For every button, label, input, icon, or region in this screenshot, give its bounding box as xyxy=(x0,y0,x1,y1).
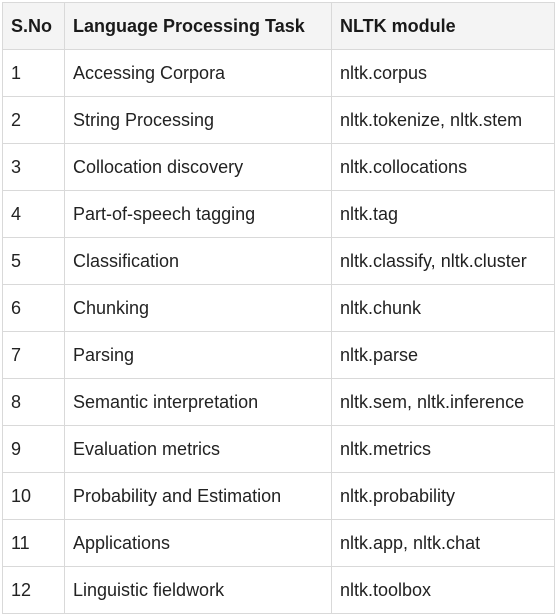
cell-task: Classification xyxy=(64,237,332,285)
cell-module: nltk.corpus xyxy=(331,49,555,97)
cell-task: Parsing xyxy=(64,331,332,379)
cell-task: Evaluation metrics xyxy=(64,425,332,473)
cell-module: nltk.tokenize, nltk.stem xyxy=(331,96,555,144)
cell-sno: 12 xyxy=(2,566,65,614)
header-module: NLTK module xyxy=(331,2,555,50)
cell-task: Applications xyxy=(64,519,332,567)
header-task: Language Processing Task xyxy=(64,2,332,50)
cell-module: nltk.sem, nltk.inference xyxy=(331,378,555,426)
cell-sno: 7 xyxy=(2,331,65,379)
header-sno: S.No xyxy=(2,2,65,50)
cell-sno: 10 xyxy=(2,472,65,520)
table-row: 8 Semantic interpretation nltk.sem, nltk… xyxy=(2,378,555,426)
cell-sno: 8 xyxy=(2,378,65,426)
cell-sno: 1 xyxy=(2,49,65,97)
cell-sno: 5 xyxy=(2,237,65,285)
cell-module: nltk.probability xyxy=(331,472,555,520)
cell-module: nltk.toolbox xyxy=(331,566,555,614)
cell-task: Probability and Estimation xyxy=(64,472,332,520)
table-row: 9 Evaluation metrics nltk.metrics xyxy=(2,425,555,473)
table-row: 3 Collocation discovery nltk.collocation… xyxy=(2,143,555,191)
cell-sno: 2 xyxy=(2,96,65,144)
cell-task: Chunking xyxy=(64,284,332,332)
table-row: 6 Chunking nltk.chunk xyxy=(2,284,555,332)
cell-task: String Processing xyxy=(64,96,332,144)
cell-module: nltk.parse xyxy=(331,331,555,379)
cell-sno: 9 xyxy=(2,425,65,473)
cell-module: nltk.metrics xyxy=(331,425,555,473)
cell-task: Linguistic fieldwork xyxy=(64,566,332,614)
cell-task: Part-of-speech tagging xyxy=(64,190,332,238)
table-row: 12 Linguistic fieldwork nltk.toolbox xyxy=(2,566,555,614)
table-row: 7 Parsing nltk.parse xyxy=(2,331,555,379)
cell-module: nltk.classify, nltk.cluster xyxy=(331,237,555,285)
table-row: 5 Classification nltk.classify, nltk.clu… xyxy=(2,237,555,285)
table-header-row: S.No Language Processing Task NLTK modul… xyxy=(2,2,555,50)
cell-module: nltk.tag xyxy=(331,190,555,238)
cell-module: nltk.chunk xyxy=(331,284,555,332)
cell-module: nltk.collocations xyxy=(331,143,555,191)
cell-sno: 6 xyxy=(2,284,65,332)
cell-sno: 3 xyxy=(2,143,65,191)
cell-sno: 4 xyxy=(2,190,65,238)
cell-task: Semantic interpretation xyxy=(64,378,332,426)
cell-task: Collocation discovery xyxy=(64,143,332,191)
table-row: 2 String Processing nltk.tokenize, nltk.… xyxy=(2,96,555,144)
cell-sno: 11 xyxy=(2,519,65,567)
cell-task: Accessing Corpora xyxy=(64,49,332,97)
table-row: 10 Probability and Estimation nltk.proba… xyxy=(2,472,555,520)
table-row: 1 Accessing Corpora nltk.corpus xyxy=(2,49,555,97)
cell-module: nltk.app, nltk.chat xyxy=(331,519,555,567)
table-row: 4 Part-of-speech tagging nltk.tag xyxy=(2,190,555,238)
table-row: 11 Applications nltk.app, nltk.chat xyxy=(2,519,555,567)
